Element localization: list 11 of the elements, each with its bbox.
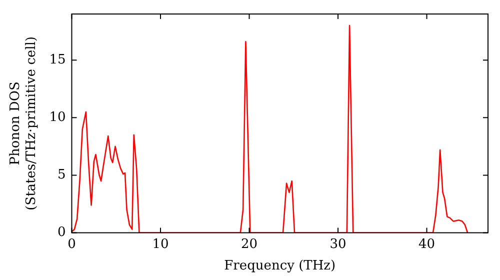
- y-tick-label: 10: [49, 110, 66, 126]
- x-axis-title: Frequency (THz): [224, 258, 336, 274]
- y-tick-label: 5: [57, 168, 66, 183]
- x-tick-label: 20: [240, 236, 258, 252]
- x-tick-label: 10: [152, 236, 169, 252]
- x-tick-label: 0: [68, 236, 76, 252]
- y-tick-label: 0: [57, 225, 66, 240]
- y-axis-title: Phonon DOS (States/THz·primitive cell): [8, 36, 39, 210]
- y-tick-label: 15: [49, 52, 66, 68]
- x-tick-label: 30: [330, 236, 346, 252]
- x-tick-label: 40: [418, 236, 436, 252]
